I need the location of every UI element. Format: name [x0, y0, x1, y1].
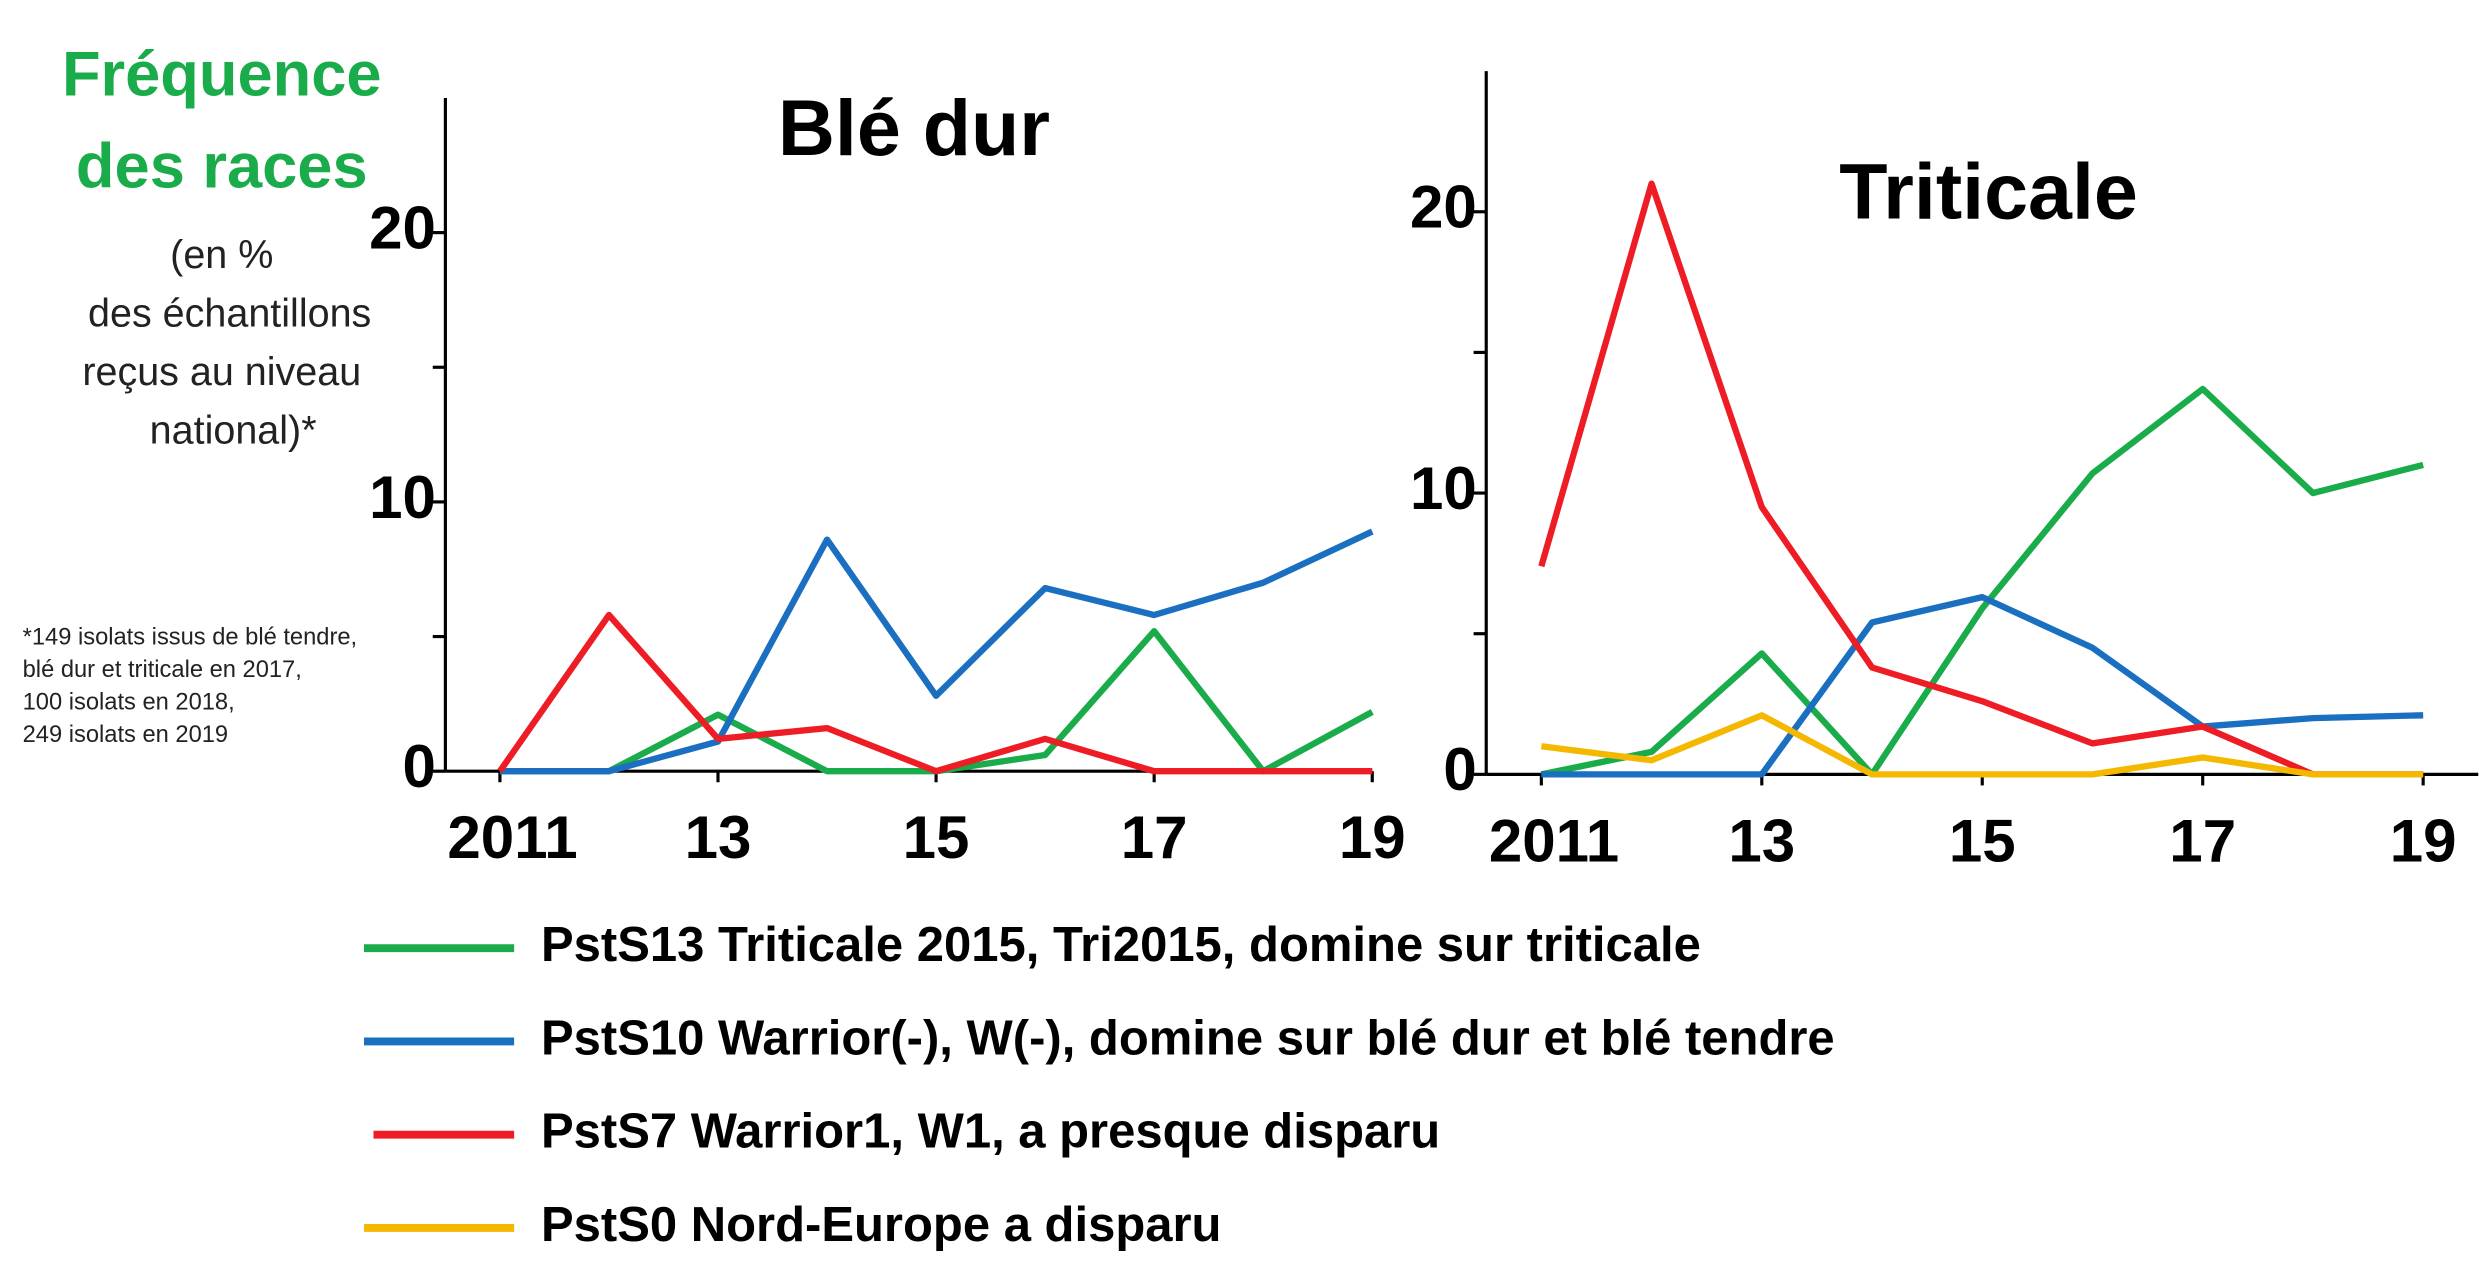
- y-tick-label: 10: [369, 464, 436, 531]
- y-tick-label: 20: [369, 194, 436, 261]
- heading-title: des races: [76, 131, 368, 201]
- series-line: [499, 528, 1374, 775]
- footnote: 249 isolats en 2019: [23, 722, 228, 748]
- x-tick-label: 17: [1121, 804, 1188, 871]
- y-tick-label: 0: [1443, 736, 1476, 803]
- x-tick-label: 19: [1339, 804, 1406, 871]
- legend-label: PstS10 Warrior(-), W(-), domine sur blé …: [541, 1011, 1835, 1065]
- footnote: 100 isolats en 2018,: [23, 690, 235, 716]
- heading-unit: des échantillons: [88, 292, 371, 336]
- legend-label: PstS7 Warrior1, W1, a presque disparu: [541, 1105, 1440, 1159]
- footnote: *149 isolats issus de blé tendre,: [23, 625, 357, 651]
- heading-unit: (en %: [170, 233, 273, 277]
- series-line: [499, 628, 1374, 775]
- legend-label: PstS0 Nord-Europe a disparu: [541, 1198, 1221, 1252]
- chart-title: Blé dur: [778, 83, 1050, 172]
- x-tick-label: 15: [1949, 807, 2016, 874]
- x-tick-label: 2011: [1489, 807, 1619, 874]
- y-tick-label: 20: [1410, 174, 1477, 241]
- chart-title: Triticale: [1839, 146, 2138, 235]
- x-tick-label: 19: [2390, 807, 2457, 874]
- footnote: blé dur et triticale en 2017,: [23, 657, 302, 683]
- x-tick-label: 15: [903, 804, 970, 871]
- series-line: [497, 611, 1373, 775]
- y-tick-label: 10: [1410, 455, 1477, 522]
- series-line: [1540, 712, 2424, 778]
- series-line: [1540, 385, 2424, 778]
- x-tick-label: 13: [685, 804, 752, 871]
- x-tick-label: 2011: [447, 804, 577, 871]
- x-tick-label: 17: [2169, 807, 2236, 874]
- series-line: [1541, 593, 2424, 778]
- heading-title: Fréquence: [62, 40, 382, 110]
- legend-label: PstS13 Triticale 2015, Tri2015, domine s…: [541, 918, 1701, 972]
- heading-unit: reçus au niveau: [82, 350, 361, 394]
- series-line: [1538, 180, 2424, 778]
- x-tick-label: 13: [1728, 807, 1795, 874]
- y-tick-label: 0: [402, 733, 435, 800]
- heading-unit: national)*: [150, 408, 317, 452]
